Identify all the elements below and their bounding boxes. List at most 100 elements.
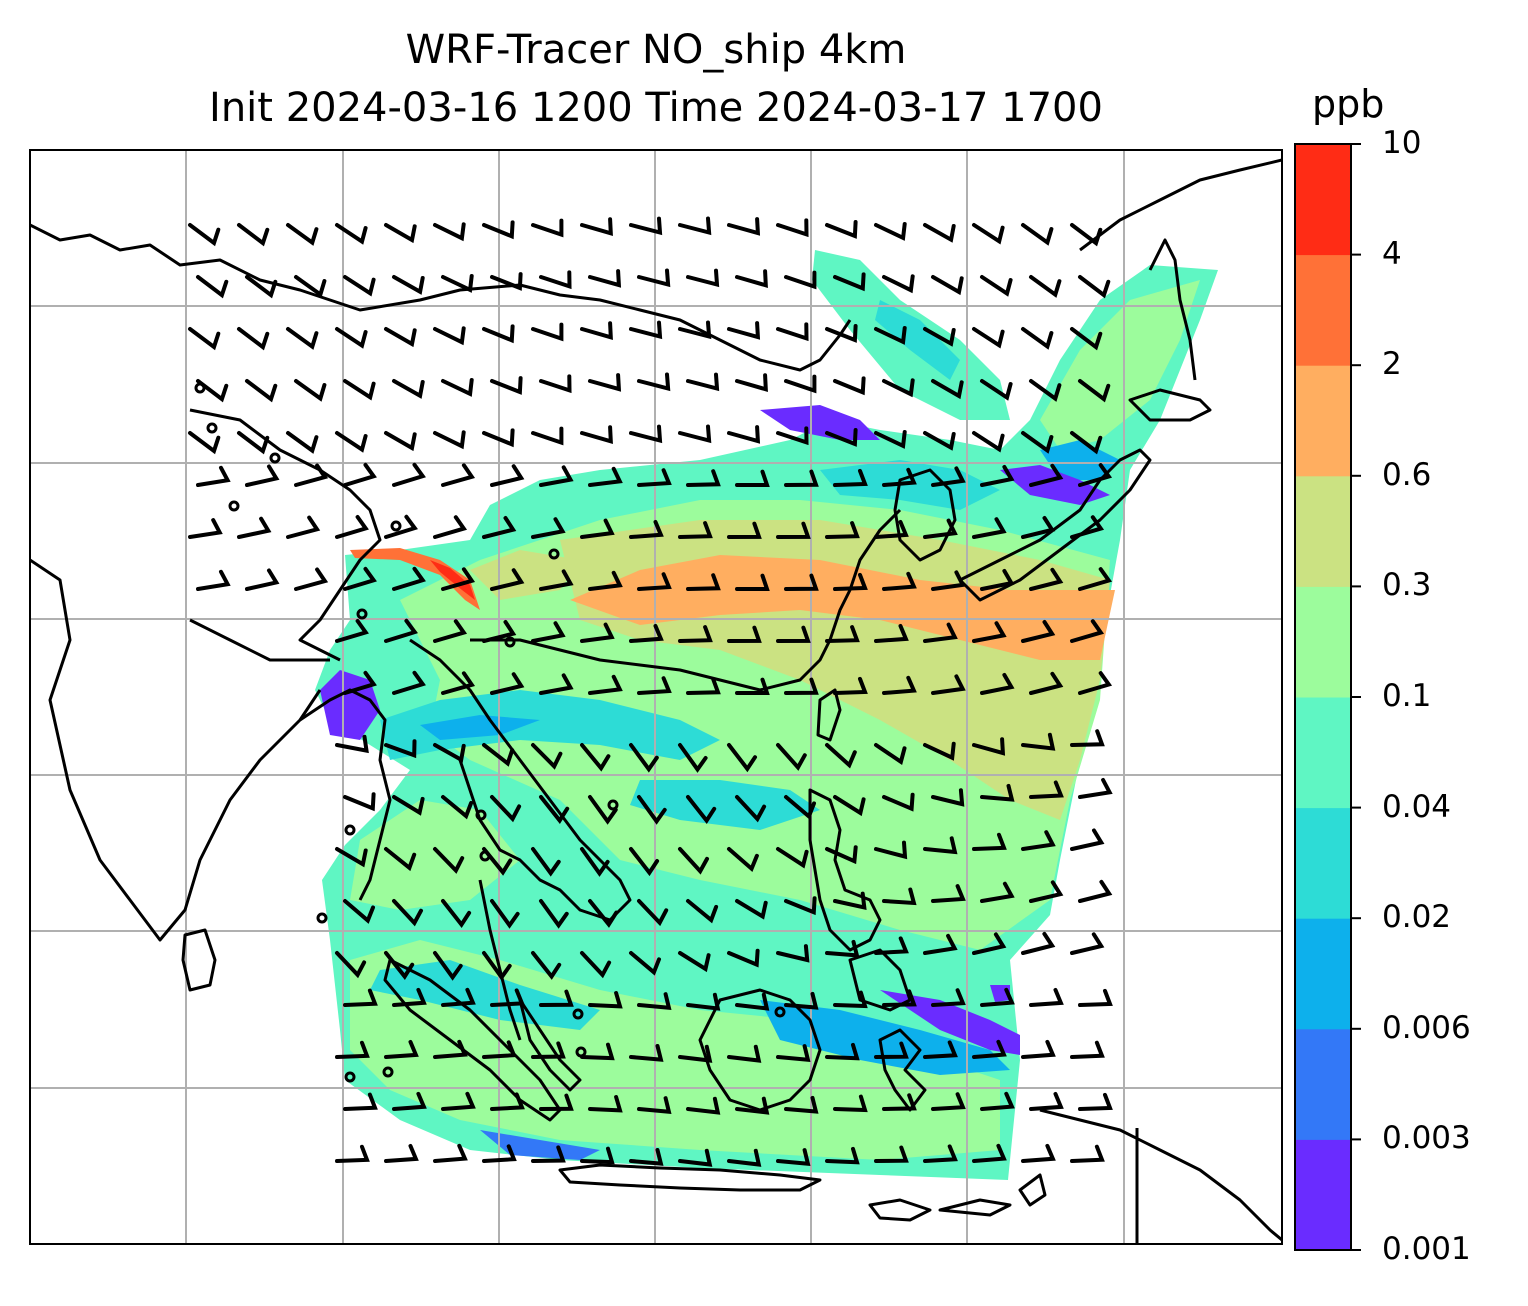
colorbar-segment [1295, 918, 1351, 1030]
wind-barb [637, 795, 667, 825]
colorbar-tick-label: 4 [1382, 235, 1402, 272]
colorbar-segment [1295, 475, 1351, 587]
colorbar-segment [1295, 697, 1351, 809]
wind-barb [1078, 275, 1111, 299]
wind-barb [923, 1040, 958, 1059]
coastlines [30, 158, 1282, 1244]
wind-barb [678, 1044, 713, 1063]
wind-barb [482, 951, 512, 981]
wind-barb [727, 625, 762, 643]
wind-barb [1070, 431, 1103, 455]
wind-barb [539, 989, 574, 1007]
wind-barb [490, 376, 523, 395]
wind-barb [980, 379, 1013, 401]
wind-barb [629, 216, 663, 236]
wind-barb [923, 622, 958, 643]
wind-barb [972, 327, 1005, 349]
wind-barb [1029, 379, 1062, 402]
wind-barb [588, 899, 619, 928]
wind-barb [441, 1091, 476, 1111]
wind-barb [784, 374, 817, 394]
wind-barb [441, 463, 476, 487]
wind-barb [335, 951, 367, 979]
wind-barb [539, 569, 574, 591]
wind-barb [580, 518, 615, 539]
wind-barb [637, 1096, 672, 1115]
wind-barb [1021, 327, 1054, 350]
wind-barb [1070, 515, 1105, 539]
wind-barb [784, 795, 816, 820]
wind-barb [882, 675, 917, 695]
colorbar-tick-label: 0.6 [1382, 456, 1432, 493]
wind-barb [637, 992, 672, 1011]
wind-barb [686, 677, 721, 695]
wind-barb [931, 788, 965, 807]
wind-barb [1078, 379, 1111, 403]
wind-barb [1070, 828, 1105, 851]
wind-barb [580, 321, 613, 340]
wind-barb [1021, 1039, 1056, 1059]
wind-barb [882, 378, 915, 398]
colorbar-tick-label: 2 [1382, 346, 1402, 383]
wind-barb [294, 275, 327, 298]
wind-barb [882, 989, 917, 1007]
wind-barb [923, 223, 956, 243]
wind-barb [580, 847, 610, 877]
wind-barb [874, 624, 909, 643]
wind-barb [580, 425, 613, 444]
wind-barbs [188, 216, 1113, 1167]
wind-barb [539, 374, 572, 394]
wind-barb [882, 792, 915, 812]
wind-barb [874, 936, 909, 955]
wind-barb [980, 783, 1015, 802]
wind-barb [482, 1144, 517, 1163]
wind-barb [735, 269, 768, 288]
wind-barb [629, 1044, 664, 1062]
wind-barb [531, 951, 562, 980]
wind-barb [1070, 327, 1103, 351]
wind-barb [874, 520, 909, 539]
wind-barb [539, 673, 574, 695]
wind-barb [980, 881, 1015, 903]
wind-barb [686, 573, 721, 591]
wind-barb [1070, 1144, 1105, 1163]
wind-barb [825, 220, 858, 239]
wind-barb [1021, 620, 1056, 643]
wind-barb [335, 515, 369, 539]
wind-barb [441, 567, 476, 591]
wind-barb [441, 987, 476, 1007]
wind-barb [686, 992, 721, 1011]
wind-barb [531, 1145, 566, 1163]
wind-barb [1029, 671, 1064, 695]
wind-barb [433, 619, 468, 643]
wind-barb [833, 676, 868, 695]
wind-barb [588, 674, 623, 695]
wind-barb [482, 324, 515, 344]
wind-barb [735, 573, 770, 591]
wind-barb [678, 521, 713, 539]
wind-barb [678, 743, 708, 773]
wind-barb [980, 465, 1015, 487]
wind-barb [882, 887, 917, 906]
wind-barb [1021, 732, 1056, 751]
wind-barb [384, 514, 418, 539]
wind-barb [490, 795, 522, 823]
wind-barb [735, 992, 770, 1011]
colorbar-tick-label: 0.02 [1382, 899, 1452, 936]
wind-barb [727, 1044, 762, 1063]
wind-barb [531, 517, 566, 539]
wind-barb [980, 987, 1015, 1007]
wind-barb [686, 1096, 721, 1115]
wind-barb [580, 1146, 615, 1165]
wind-barb [727, 948, 760, 968]
wind-barb [433, 1039, 468, 1059]
wind-barb [972, 223, 1005, 245]
wind-barb [490, 272, 523, 291]
wind-barb [678, 1148, 713, 1167]
wind-barb [294, 463, 329, 487]
colorbar-segment [1295, 807, 1351, 919]
wind-barb [286, 515, 321, 539]
wind-barb [490, 672, 525, 695]
wind-barb [539, 270, 572, 290]
wind-barb [1029, 780, 1064, 799]
